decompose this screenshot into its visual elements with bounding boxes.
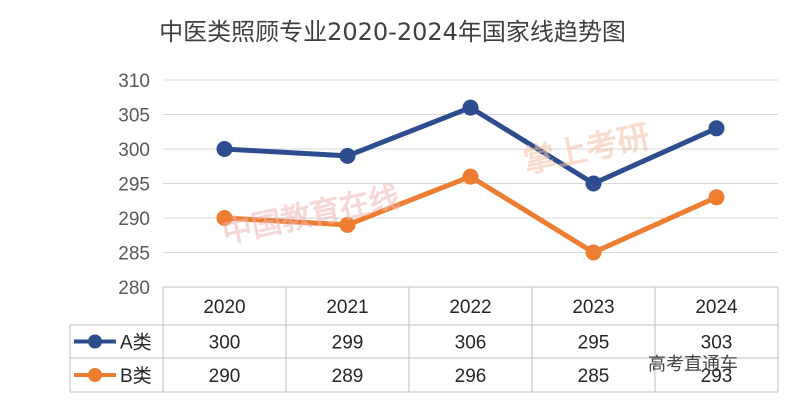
legend-marker [88, 334, 102, 349]
data-label: 299 [332, 333, 364, 354]
x-tick-label: 2024 [695, 297, 738, 318]
data-label: 293 [701, 366, 733, 387]
data-point [216, 210, 233, 226]
y-tick-label: 295 [118, 175, 150, 196]
y-tick-label: 290 [118, 209, 150, 230]
y-tick-label: 280 [118, 278, 150, 299]
data-label: 306 [455, 333, 487, 354]
chart-title: 中医类照顾专业2020-2024年国家线趋势图 [159, 18, 626, 46]
data-label: 300 [209, 333, 241, 354]
x-tick-label: 2023 [572, 297, 614, 318]
data-label: 285 [578, 366, 610, 387]
data-label: 296 [455, 366, 487, 387]
data-point [339, 216, 356, 233]
x-tick-label: 2020 [203, 297, 245, 318]
legend-marker [88, 368, 102, 382]
data-label: 303 [701, 333, 733, 354]
y-tick-label: 305 [118, 106, 150, 127]
data-point [708, 120, 725, 137]
x-tick-label: 2021 [326, 297, 368, 318]
data-label: 290 [209, 366, 241, 387]
data-label: 289 [332, 366, 364, 387]
footer-text: 高考直通车 [648, 354, 738, 375]
x-tick-label: 2022 [449, 297, 491, 318]
data-label: 295 [578, 333, 610, 354]
data-point [462, 99, 479, 116]
y-tick-label: 300 [118, 140, 150, 161]
data-point [339, 147, 356, 164]
legend-label: A类 [120, 332, 152, 354]
data-point [216, 141, 233, 157]
data-point [585, 175, 602, 192]
data-point [708, 189, 725, 206]
legend-label: B类 [120, 365, 152, 387]
y-tick-label: 310 [118, 71, 150, 92]
data-point [462, 168, 479, 185]
y-tick-label: 285 [118, 244, 150, 265]
data-point [585, 244, 602, 261]
